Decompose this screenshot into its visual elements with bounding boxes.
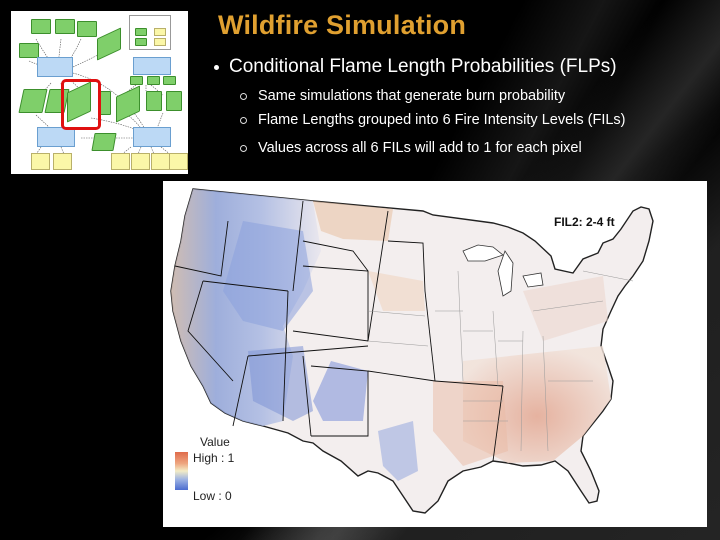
- legend-color-ramp: [175, 452, 188, 490]
- highlight-box: [61, 79, 101, 130]
- bullet-ring-icon: [240, 116, 247, 124]
- sub-bullet-text: Flame Lengths grouped into 6 Fire Intens…: [258, 112, 626, 128]
- bullet-dot-icon: [214, 64, 219, 70]
- bullet-ring-icon: [240, 144, 247, 152]
- legend-high-label: High : 1: [193, 451, 235, 465]
- bullet-ring-icon: [240, 92, 247, 100]
- workflow-diagram-thumbnail: [11, 11, 188, 174]
- sub-bullet: Same simulations that generate burn prob…: [240, 88, 565, 104]
- legend-low-label: Low : 0: [193, 489, 232, 503]
- slide-title: Wildfire Simulation: [218, 10, 467, 40]
- sub-bullet: Flame Lengths grouped into 6 Fire Intens…: [240, 112, 626, 128]
- sub-bullet-text: Same simulations that generate burn prob…: [258, 88, 566, 104]
- sub-bullet-text: Values across all 6 FILs will add to 1 f…: [258, 140, 582, 156]
- main-bullet-text: Conditional Flame Length Probabilities (…: [229, 56, 617, 77]
- diagram-legend-box: [129, 15, 171, 50]
- legend-title: Value: [200, 435, 230, 449]
- us-map-graphic: [170, 188, 654, 514]
- main-bullet: Conditional Flame Length Probabilities (…: [212, 56, 617, 78]
- map-label: FIL2: 2-4 ft: [554, 215, 615, 229]
- map-legend: Value High : 1 Low : 0: [173, 435, 263, 515]
- sub-bullet: Values across all 6 FILs will add to 1 f…: [240, 140, 582, 156]
- flame-length-probability-map: FIL2: 2-4 ft Value High : 1 Low : 0: [163, 181, 707, 527]
